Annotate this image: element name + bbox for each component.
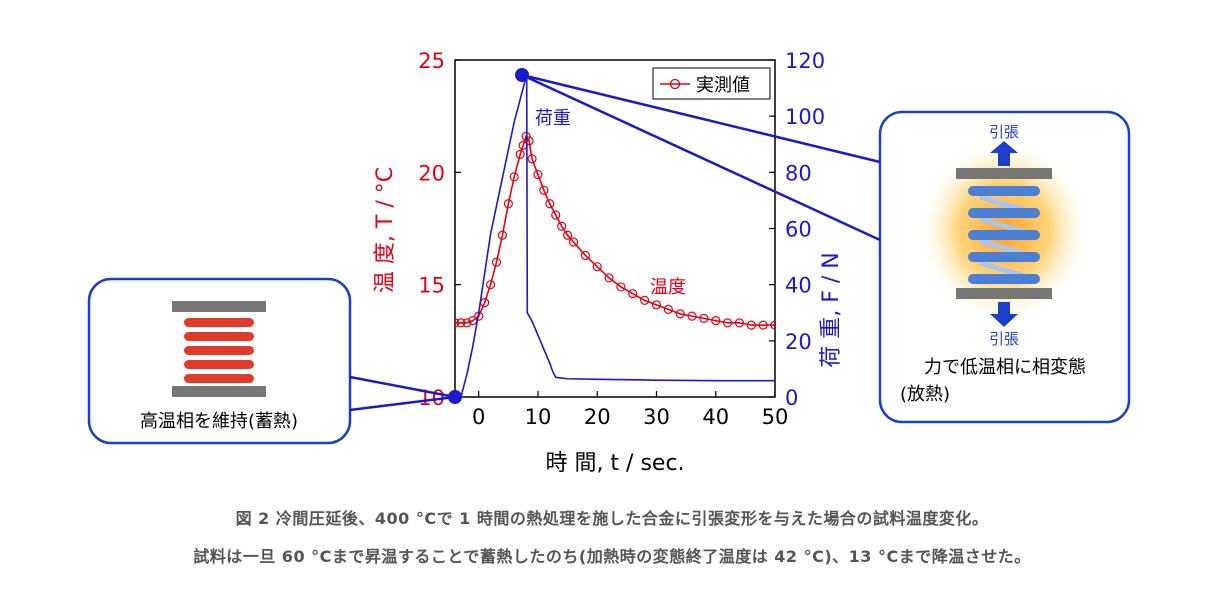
temperature-point [462,318,472,328]
right-tick-label: 80 [785,161,812,185]
inset-left-label: 高温相を維持(蓄熱) [140,411,298,432]
start-point-marker [448,390,462,404]
temperature-point [758,320,768,330]
coil-hot-icon [184,318,254,383]
temperature-point [592,262,602,272]
temperature-point [687,311,697,321]
legend-label: 実測値 [696,75,750,96]
figure-caption-line1: 図 2 冷間圧延後、400 °Cで 1 時間の熱処理を施した合金に引張変形を与え… [235,509,989,528]
x-tick-label: 40 [702,405,729,429]
temperature-point [628,289,638,299]
connector-lines [349,73,881,412]
temperature-point [557,221,567,231]
temperature-point [616,282,626,292]
right-tick-label: 120 [785,49,825,73]
figure-caption-line2: 試料は一旦 60 °Cまで昇温することで蓄熱したのち(加熱時の変態終了温度は 4… [193,547,1031,566]
plate-top-icon [172,301,266,312]
temperature-point [527,154,537,164]
temperature-point [485,280,496,290]
temperature-point [699,313,709,323]
legend: 実測値 [652,67,771,100]
left-tick-label: 25 [418,49,445,73]
right-axis-label: 荷 重, F / N [819,252,844,368]
x-tick-label: 0 [472,405,485,429]
temperature-point [545,199,555,209]
temperature-point [497,230,508,240]
right-axis-ticks: 0 20 40 60 80 100 120 [769,49,825,410]
temperature-point [533,169,543,180]
x-tick-label: 20 [584,405,611,429]
peak-point-marker [515,68,529,82]
inset-right-line1: 力で低温相に相変態 [924,357,1086,378]
x-axis-ticks: 0 10 20 30 40 50 [472,391,788,429]
series-layer [455,73,775,397]
temperature-point [524,136,534,146]
temperature-point [456,318,466,328]
temperature-point [568,237,579,247]
temperature-point [562,230,573,240]
arrow-up-icon [990,141,1018,166]
inset-right-bottom-label: 引張 [989,330,1019,348]
load-series-line [460,73,775,397]
temperature-point [551,210,561,220]
left-axis-label: 温 度, T / °C [373,167,398,293]
right-tick-label: 0 [785,386,798,410]
arrow-down-icon [990,302,1018,327]
temp-series-label: 温度 [650,277,686,298]
plate-bottom-icon [172,386,266,397]
x-tick-label: 10 [525,405,552,429]
right-tick-label: 40 [785,274,812,298]
left-tick-label: 15 [418,274,445,298]
temperature-point [711,316,721,326]
plate-bottom-icon [956,288,1052,299]
right-tick-label: 60 [785,218,812,242]
right-tick-label: 20 [785,330,812,354]
temperature-point [539,185,549,195]
plate-top-icon [956,168,1052,179]
inset-right: 引張 引張 力で低温相に相変態 (放熱) [878,110,1131,424]
inset-right-line2: (放熱) [900,384,950,405]
temperature-point [651,300,662,310]
temperature-point [455,318,460,328]
temperature-point [515,149,525,159]
inset-right-top-label: 引張 [989,123,1019,141]
temperature-point [509,172,519,182]
coil-cold-icon [968,186,1040,284]
temperature-point [503,199,513,209]
temperature-point [770,320,775,330]
temperature-series-line [455,134,775,326]
x-axis-label: 時 間, t / sec. [545,451,684,476]
left-tick-label: 20 [418,161,445,185]
temperature-point [663,304,673,314]
temperature-point [722,318,733,328]
right-tick-label: 100 [785,105,825,129]
x-tick-label: 30 [643,405,670,429]
temperature-point [675,309,685,319]
load-series-label: 荷重 [535,108,571,129]
temperature-point [746,320,756,330]
temperature-point [491,257,502,267]
inset-left: 高温相を維持(蓄熱) [87,277,352,445]
temperature-point [580,250,590,261]
temperature-point [734,318,745,328]
x-tick-label: 50 [762,405,789,429]
temperature-point [604,273,614,283]
temperature-point [640,295,650,305]
